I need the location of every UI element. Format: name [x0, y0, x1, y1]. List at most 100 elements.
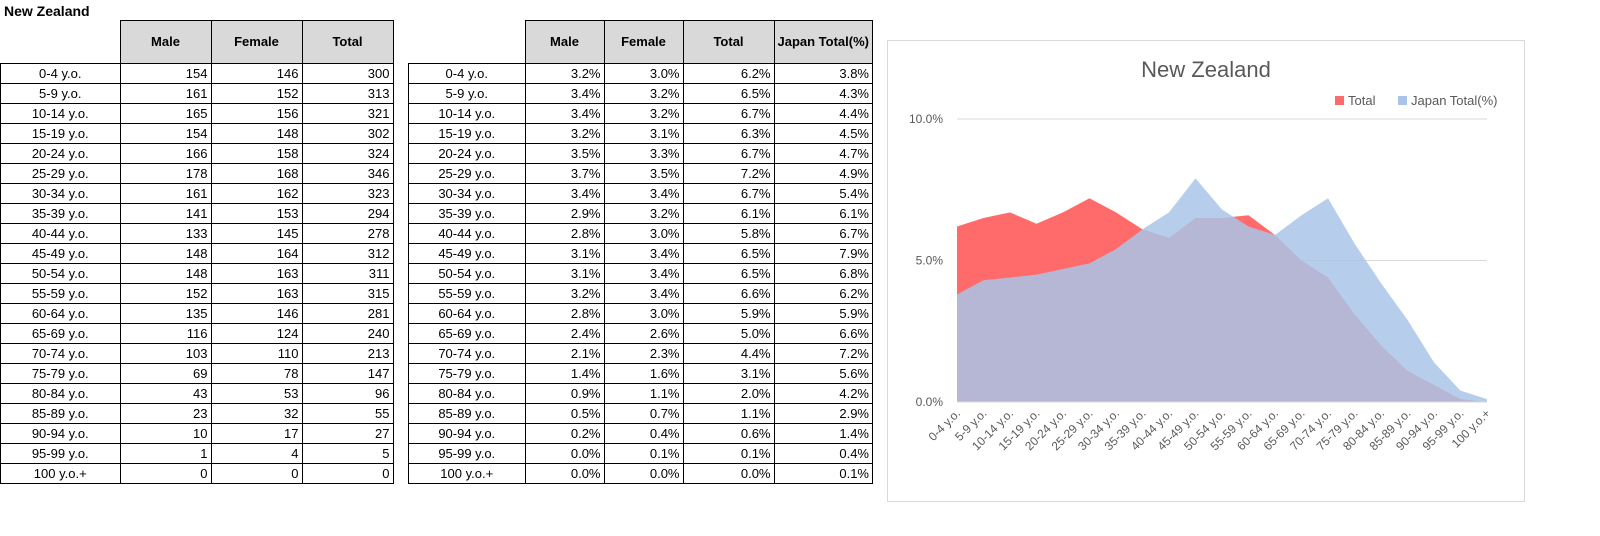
table-cell[interactable]: 69 — [119, 363, 212, 384]
table-cell[interactable]: 5.6% — [773, 363, 873, 384]
table-cell[interactable]: 53 — [210, 383, 303, 404]
table-cell[interactable]: 2.1% — [524, 343, 605, 364]
table-cell[interactable]: 158 — [210, 143, 303, 164]
table-cell[interactable]: 346 — [301, 163, 394, 184]
table-cell[interactable]: 3.7% — [524, 163, 605, 184]
table-cell[interactable]: 4.5% — [773, 123, 873, 144]
table-cell[interactable]: 5.9% — [682, 303, 775, 324]
table-cell[interactable]: 2.9% — [773, 403, 873, 424]
table-cell[interactable]: 6.1% — [682, 203, 775, 224]
table-cell[interactable]: 0.5% — [524, 403, 605, 424]
table-cell[interactable]: 6.1% — [773, 203, 873, 224]
table-cell[interactable]: 3.4% — [603, 263, 684, 284]
row-label[interactable]: 20-24 y.o. — [408, 143, 526, 164]
row-label[interactable]: 50-54 y.o. — [408, 263, 526, 284]
table-cell[interactable]: 148 — [210, 123, 303, 144]
table-cell[interactable]: 1.1% — [603, 383, 684, 404]
table-cell[interactable]: 23 — [119, 403, 212, 424]
row-label[interactable]: 95-99 y.o. — [408, 443, 526, 464]
row-label[interactable]: 50-54 y.o. — [0, 263, 121, 284]
table-cell[interactable]: 315 — [301, 283, 394, 304]
table-cell[interactable]: 3.2% — [524, 283, 605, 304]
table-cell[interactable]: 323 — [301, 183, 394, 204]
row-label[interactable]: 15-19 y.o. — [408, 123, 526, 144]
row-label[interactable]: 75-79 y.o. — [408, 363, 526, 384]
table-cell[interactable]: 148 — [119, 263, 212, 284]
table-cell[interactable]: 6.7% — [682, 183, 775, 204]
table-cell[interactable]: 6.5% — [682, 83, 775, 104]
table-cell[interactable]: 164 — [210, 243, 303, 264]
table-cell[interactable]: 3.5% — [603, 163, 684, 184]
table-cell[interactable]: 168 — [210, 163, 303, 184]
row-label[interactable]: 100 y.o.+ — [408, 463, 526, 484]
table-cell[interactable]: 6.6% — [682, 283, 775, 304]
table-cell[interactable]: 1.4% — [524, 363, 605, 384]
row-label[interactable]: 10-14 y.o. — [0, 103, 121, 124]
table-cell[interactable]: 6.2% — [773, 283, 873, 304]
row-label[interactable]: 40-44 y.o. — [0, 223, 121, 244]
table-cell[interactable]: 0.0% — [603, 463, 684, 484]
row-label[interactable]: 100 y.o.+ — [0, 463, 121, 484]
table-cell[interactable]: 2.6% — [603, 323, 684, 344]
table-cell[interactable]: 43 — [119, 383, 212, 404]
row-label[interactable]: 45-49 y.o. — [0, 243, 121, 264]
row-label[interactable]: 15-19 y.o. — [0, 123, 121, 144]
row-label[interactable]: 5-9 y.o. — [408, 83, 526, 104]
table-cell[interactable]: 4 — [210, 443, 303, 464]
table-cell[interactable]: 3.0% — [603, 223, 684, 244]
table-cell[interactable]: 3.2% — [603, 203, 684, 224]
table-cell[interactable]: 2.0% — [682, 383, 775, 404]
table-cell[interactable]: 163 — [210, 283, 303, 304]
table-cell[interactable]: 3.1% — [682, 363, 775, 384]
table-cell[interactable]: 5.4% — [773, 183, 873, 204]
table-cell[interactable]: 3.2% — [524, 63, 605, 84]
table-cell[interactable]: 3.1% — [603, 123, 684, 144]
table-cell[interactable]: 152 — [119, 283, 212, 304]
table-cell[interactable]: 3.0% — [603, 63, 684, 84]
table-cell[interactable]: 163 — [210, 263, 303, 284]
table-cell[interactable]: 3.3% — [603, 143, 684, 164]
table-cell[interactable]: 0.0% — [682, 463, 775, 484]
table-cell[interactable]: 1.4% — [773, 423, 873, 444]
table-cell[interactable]: 166 — [119, 143, 212, 164]
table-cell[interactable]: 300 — [301, 63, 394, 84]
table-cell[interactable]: 5.9% — [773, 303, 873, 324]
table-cell[interactable]: 78 — [210, 363, 303, 384]
table-cell[interactable]: 294 — [301, 203, 394, 224]
table-cell[interactable]: 3.4% — [603, 243, 684, 264]
row-label[interactable]: 35-39 y.o. — [408, 203, 526, 224]
table-cell[interactable]: 0.6% — [682, 423, 775, 444]
table-cell[interactable]: 302 — [301, 123, 394, 144]
table-cell[interactable]: 311 — [301, 263, 394, 284]
table-cell[interactable]: 6.6% — [773, 323, 873, 344]
table-cell[interactable]: 2.4% — [524, 323, 605, 344]
table-cell[interactable]: 161 — [119, 183, 212, 204]
table-cell[interactable]: 5.8% — [682, 223, 775, 244]
table-cell[interactable]: 213 — [301, 343, 394, 364]
table-cell[interactable]: 161 — [119, 83, 212, 104]
row-label[interactable]: 70-74 y.o. — [408, 343, 526, 364]
table-cell[interactable]: 0.7% — [603, 403, 684, 424]
table-cell[interactable]: 0.0% — [524, 463, 605, 484]
table-cell[interactable]: 165 — [119, 103, 212, 124]
table-cell[interactable]: 278 — [301, 223, 394, 244]
row-label[interactable]: 85-89 y.o. — [408, 403, 526, 424]
row-label[interactable]: 25-29 y.o. — [0, 163, 121, 184]
table-cell[interactable]: 0.9% — [524, 383, 605, 404]
row-label[interactable]: 65-69 y.o. — [0, 323, 121, 344]
table-cell[interactable]: 3.4% — [524, 183, 605, 204]
table-cell[interactable]: 1 — [119, 443, 212, 464]
row-label[interactable]: 35-39 y.o. — [0, 203, 121, 224]
table-cell[interactable]: 2.3% — [603, 343, 684, 364]
table-cell[interactable]: 3.4% — [603, 283, 684, 304]
table-cell[interactable]: 178 — [119, 163, 212, 184]
row-label[interactable]: 25-29 y.o. — [408, 163, 526, 184]
table-cell[interactable]: 1.6% — [603, 363, 684, 384]
row-label[interactable]: 55-59 y.o. — [408, 283, 526, 304]
table-cell[interactable]: 312 — [301, 243, 394, 264]
table-cell[interactable]: 313 — [301, 83, 394, 104]
row-label[interactable]: 55-59 y.o. — [0, 283, 121, 304]
table-cell[interactable]: 4.4% — [682, 343, 775, 364]
table-cell[interactable]: 4.2% — [773, 383, 873, 404]
table-cell[interactable]: 0.1% — [603, 443, 684, 464]
